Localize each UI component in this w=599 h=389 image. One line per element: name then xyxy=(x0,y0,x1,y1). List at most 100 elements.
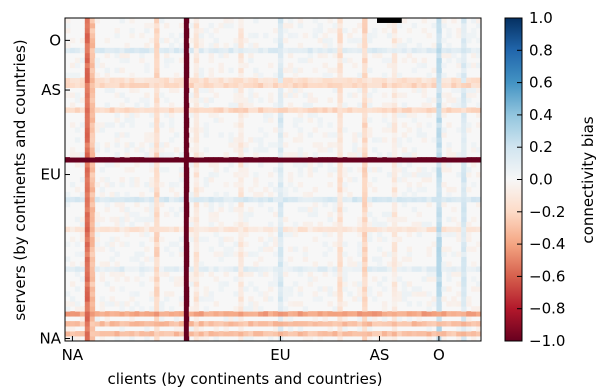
heatmap-cell xyxy=(322,231,328,238)
heatmap-cell xyxy=(89,107,96,113)
heatmap-cell xyxy=(426,72,432,79)
heatmap-cell xyxy=(416,122,422,128)
heatmap-cell xyxy=(248,47,254,54)
heatmap-cell xyxy=(258,157,264,163)
heatmap-cell xyxy=(372,27,378,34)
heatmap-cell xyxy=(74,311,81,317)
heatmap-cell xyxy=(173,276,180,282)
heatmap-cell xyxy=(84,72,91,79)
heatmap-cell xyxy=(65,196,71,203)
heatmap-cell xyxy=(292,226,299,233)
heatmap-cell xyxy=(144,206,150,213)
heatmap-cell xyxy=(84,137,91,143)
heatmap-cell xyxy=(352,27,358,34)
heatmap-cell xyxy=(337,301,343,307)
heatmap-cell xyxy=(277,147,284,153)
heatmap-cell xyxy=(253,82,259,88)
heatmap-cell xyxy=(193,52,200,59)
heatmap-cell xyxy=(198,42,205,49)
heatmap-cell xyxy=(292,246,299,252)
heatmap-cell xyxy=(411,286,418,292)
heatmap-cell xyxy=(74,77,81,83)
heatmap-cell xyxy=(89,92,96,98)
heatmap-cell xyxy=(342,326,348,332)
heatmap-cell xyxy=(159,47,165,54)
heatmap-cell xyxy=(277,261,284,267)
heatmap-cell xyxy=(203,196,210,203)
heatmap-cell xyxy=(198,127,205,133)
heatmap-cell xyxy=(238,206,244,213)
heatmap-cell xyxy=(342,241,348,247)
heatmap-cell xyxy=(391,186,398,193)
heatmap-cell xyxy=(307,191,314,198)
heatmap-cell xyxy=(198,37,205,44)
heatmap-cell xyxy=(391,142,398,148)
heatmap-cell xyxy=(173,331,180,337)
heatmap-cell xyxy=(396,266,403,272)
heatmap-cell xyxy=(193,18,200,24)
heatmap-cell xyxy=(134,157,140,163)
heatmap-cell xyxy=(104,107,110,113)
heatmap-cell xyxy=(441,311,447,317)
y-tick-label: NA xyxy=(40,330,62,348)
heatmap-cell xyxy=(208,206,214,213)
heatmap-cell xyxy=(233,97,239,103)
heatmap-cell xyxy=(406,301,413,307)
heatmap-cell xyxy=(154,266,160,272)
heatmap-cell xyxy=(436,316,442,322)
heatmap-cell xyxy=(461,127,467,133)
heatmap-cell xyxy=(84,102,91,108)
heatmap-cell xyxy=(149,181,155,188)
heatmap-cell xyxy=(431,97,437,103)
heatmap-cell xyxy=(149,216,155,223)
heatmap-cell xyxy=(367,331,373,337)
heatmap-cell xyxy=(134,177,140,183)
heatmap-cell xyxy=(119,196,125,203)
heatmap-cell xyxy=(198,326,205,332)
heatmap-cell xyxy=(411,22,418,29)
heatmap-cell xyxy=(421,226,427,233)
heatmap-cell xyxy=(302,306,309,312)
heatmap-cell xyxy=(327,226,333,233)
heatmap-cell xyxy=(134,266,140,272)
heatmap-cell xyxy=(193,196,200,203)
heatmap-cell xyxy=(362,137,368,143)
heatmap-cell xyxy=(208,67,214,74)
heatmap-cell xyxy=(169,47,175,54)
heatmap-cell xyxy=(169,57,175,64)
heatmap-cell xyxy=(69,226,76,233)
heatmap-cell xyxy=(451,107,457,113)
heatmap-cell xyxy=(124,147,130,153)
heatmap-cell xyxy=(436,221,442,228)
heatmap-cell xyxy=(84,172,91,178)
heatmap-cell xyxy=(84,316,91,322)
heatmap-cell xyxy=(317,196,323,203)
heatmap-cell xyxy=(183,117,190,123)
heatmap-cell xyxy=(386,22,393,29)
heatmap-cell xyxy=(188,97,195,103)
heatmap-cell xyxy=(74,241,81,247)
heatmap-cell xyxy=(119,47,125,54)
heatmap-cell xyxy=(471,87,477,93)
heatmap-cell xyxy=(461,177,467,183)
heatmap-cell xyxy=(154,18,160,24)
heatmap-cell xyxy=(268,286,274,292)
heatmap-cell xyxy=(193,122,200,128)
heatmap-cell xyxy=(193,181,200,188)
heatmap-cell xyxy=(74,97,81,103)
heatmap-cell xyxy=(69,296,76,302)
heatmap-cell xyxy=(352,177,358,183)
heatmap-cell xyxy=(367,266,373,272)
heatmap-cell xyxy=(183,256,190,262)
heatmap-cell xyxy=(307,211,314,218)
heatmap-cell xyxy=(169,157,175,163)
heatmap-cell xyxy=(233,251,239,257)
heatmap-cell xyxy=(391,137,398,143)
heatmap-cell xyxy=(233,47,239,54)
heatmap-cell xyxy=(396,107,403,113)
heatmap-cell xyxy=(421,77,427,83)
heatmap-cell xyxy=(69,301,76,307)
heatmap-cell xyxy=(104,331,110,337)
heatmap-cell xyxy=(327,291,333,297)
